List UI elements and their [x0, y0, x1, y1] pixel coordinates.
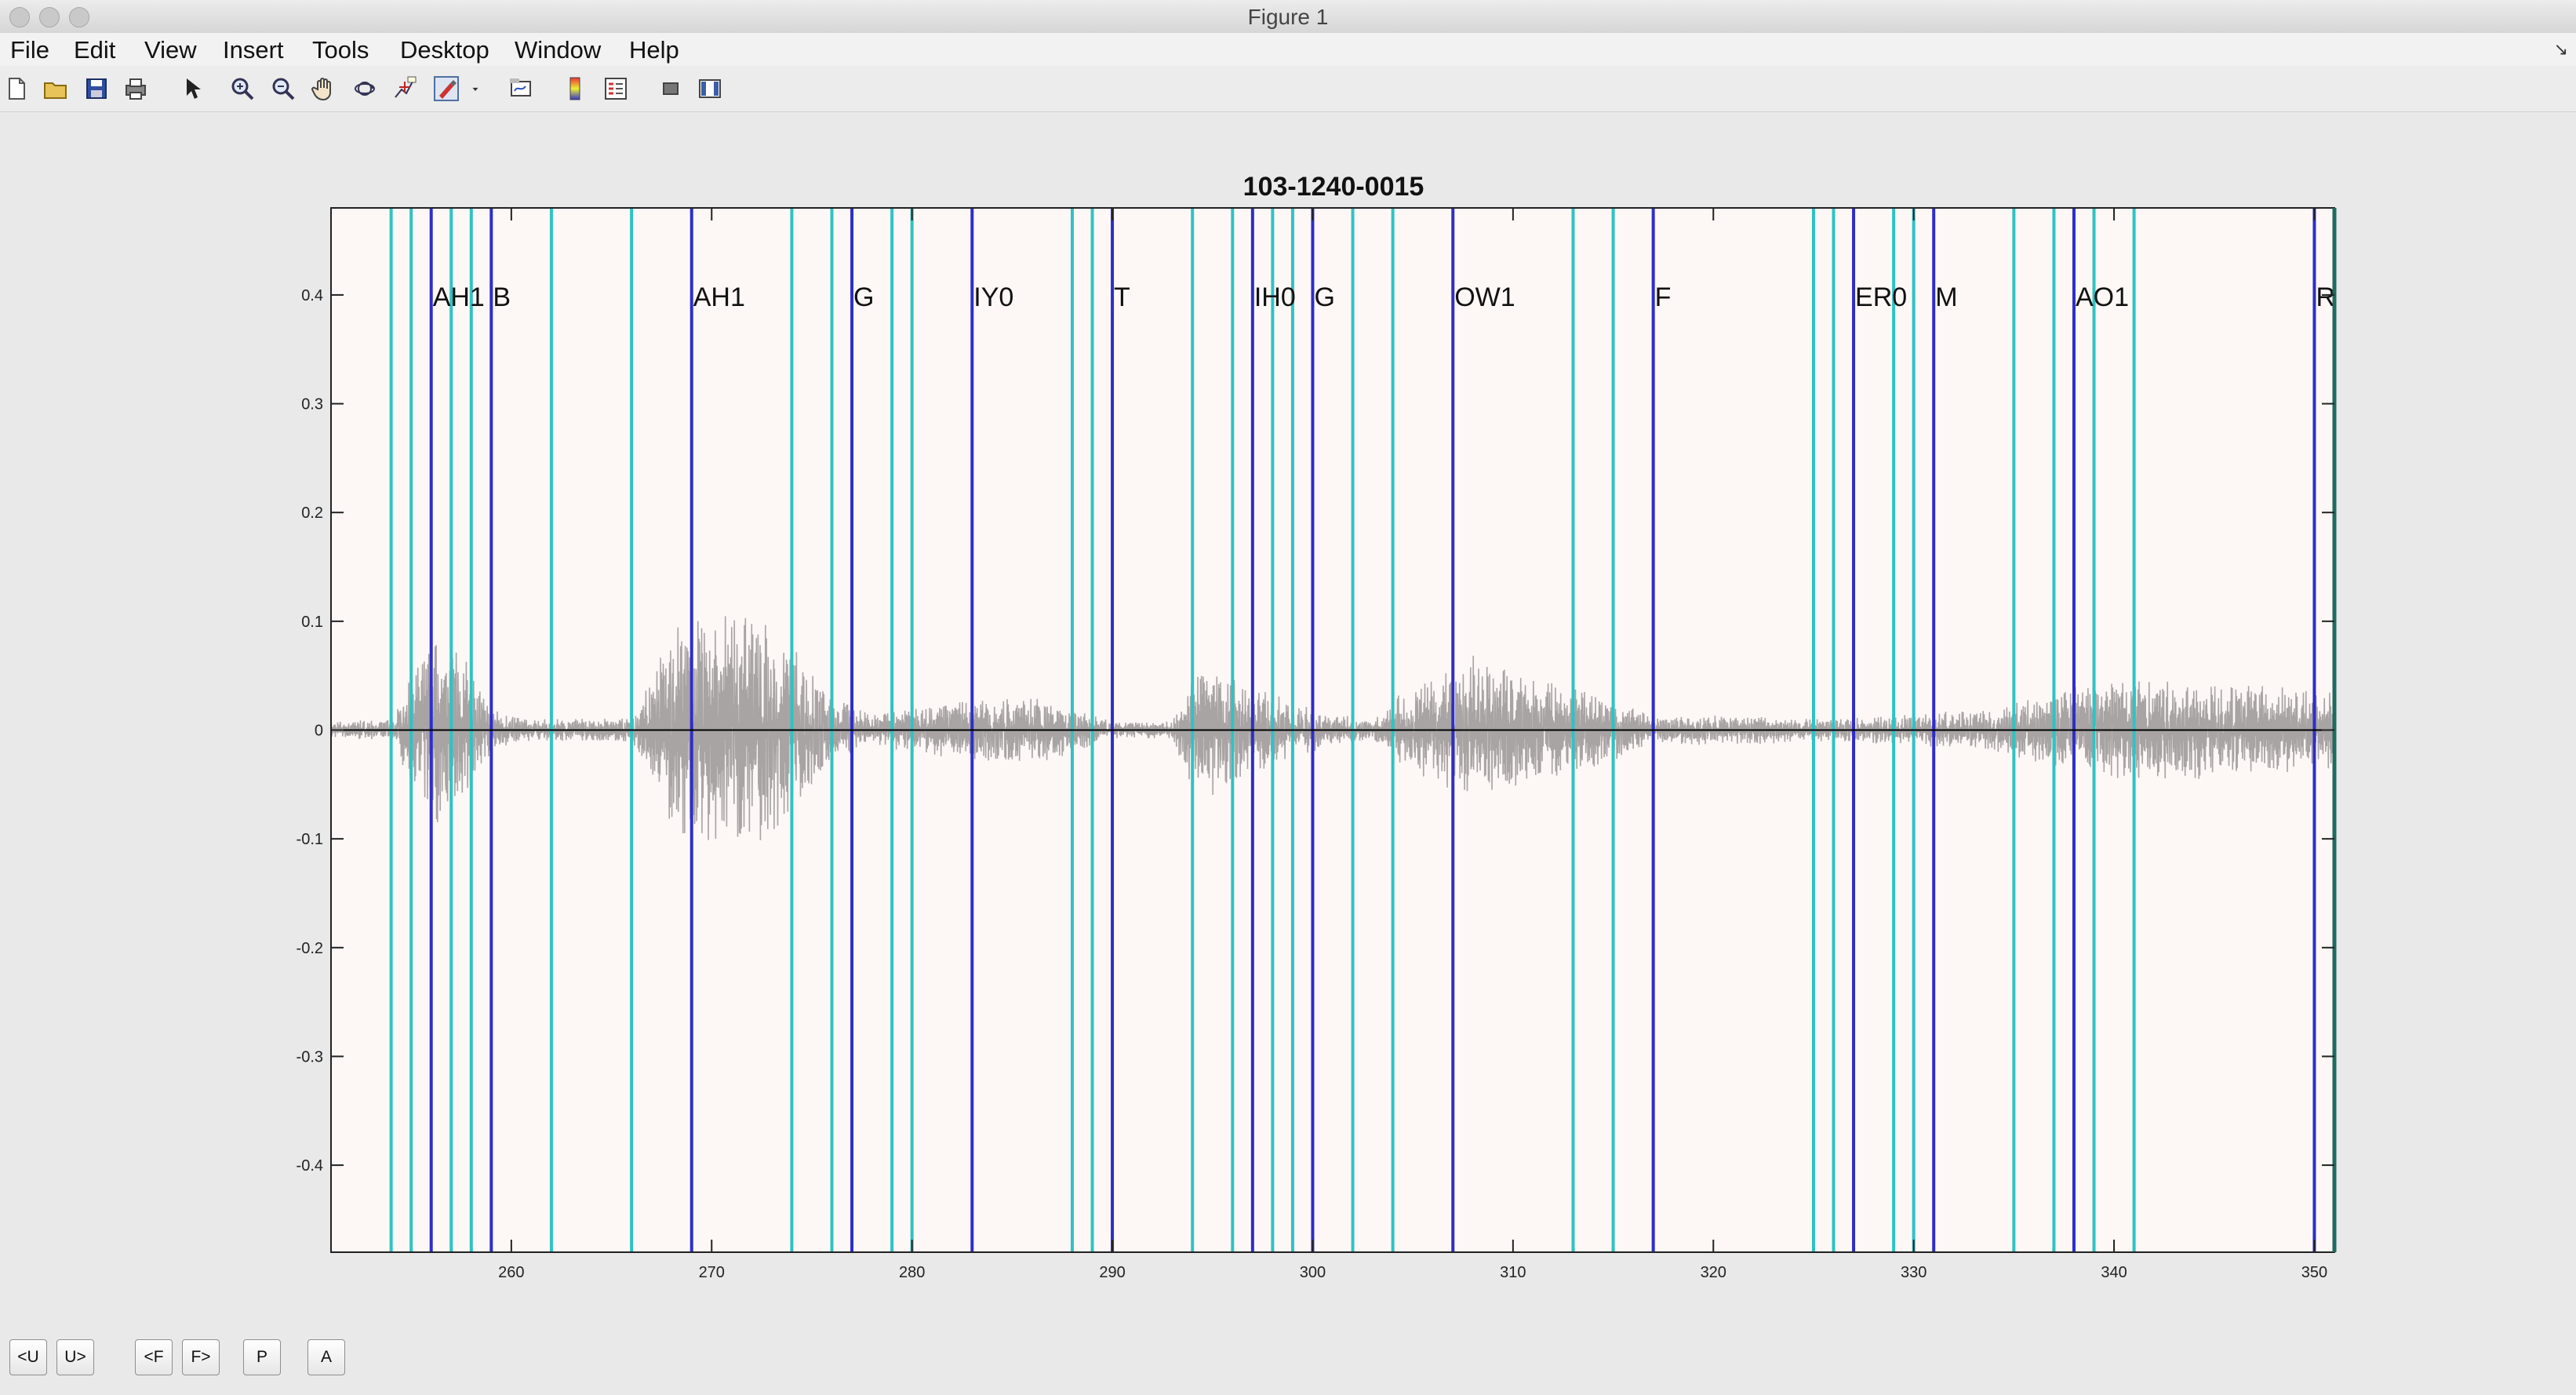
phone-label: IY0: [973, 282, 1013, 312]
zoom-in-icon[interactable]: [226, 72, 259, 105]
menu-insert[interactable]: Insert: [223, 36, 284, 64]
prev-utterance-button[interactable]: <U: [9, 1339, 47, 1375]
x-tick-label: 270: [699, 1264, 725, 1281]
hide-plot-tools-icon[interactable]: [654, 72, 687, 105]
phone-label: AO1: [2076, 282, 2129, 312]
phone-label: IH0: [1254, 282, 1296, 312]
y-tick-label: 0.1: [301, 614, 323, 631]
phone-label: ER0: [1855, 282, 1907, 312]
x-tick-label: 320: [1701, 1264, 1726, 1281]
link-plot-icon[interactable]: [505, 72, 538, 105]
plot-area[interactable]: AH1 B AH1 G IY0 T IH0 G OW1 F ER0 M AO1 R 260 270 280 290…: [0, 112, 2576, 1395]
window-title: Figure 1: [0, 5, 2576, 30]
x-tick-label: 290: [1099, 1264, 1125, 1281]
phone-label: M: [1935, 282, 1957, 312]
y-tick-label: 0.3: [301, 396, 323, 413]
colorbar-icon[interactable]: [558, 72, 591, 105]
phone-label: T: [1114, 282, 1130, 312]
phone-label: R: [2316, 282, 2335, 312]
menu-bar: File Edit View Insert Tools Desktop Wind…: [0, 33, 2576, 67]
y-tick-label: 0.2: [301, 504, 323, 522]
show-plot-tools-icon[interactable]: [693, 72, 726, 105]
y-tick-label: 0.4: [301, 287, 323, 304]
x-tick-label: 350: [2301, 1264, 2327, 1281]
menu-file[interactable]: File: [10, 36, 49, 64]
new-figure-icon[interactable]: [0, 72, 33, 105]
y-tick-label: 0: [315, 723, 323, 740]
plot-title: 103-1240-0015: [1243, 172, 1424, 202]
print-icon[interactable]: [119, 72, 152, 105]
prev-frame-button[interactable]: <F: [135, 1339, 173, 1375]
pan-hand-icon[interactable]: [307, 72, 340, 105]
x-tick-label: 300: [1300, 1264, 1326, 1281]
play-button[interactable]: P: [243, 1339, 281, 1375]
y-tick-label: -0.3: [297, 1048, 323, 1065]
y-tick-label: -0.1: [297, 831, 323, 848]
zoom-out-icon[interactable]: [267, 72, 300, 105]
menu-edit[interactable]: Edit: [74, 36, 115, 64]
x-tick-label: 310: [1500, 1264, 1526, 1281]
phone-label: AH1: [693, 282, 745, 312]
x-tick-label: 330: [1901, 1264, 1927, 1281]
menu-desktop[interactable]: Desktop: [400, 36, 489, 64]
y-tick-label: -0.4: [297, 1157, 323, 1175]
all-button[interactable]: A: [307, 1339, 345, 1375]
x-tick-label: 260: [498, 1264, 524, 1281]
figure-canvas: AH1 B AH1 G IY0 T IH0 G OW1 F ER0 M AO1 R 260 270 280 290…: [0, 112, 2576, 1395]
phone-label: G: [853, 282, 874, 312]
x-tick-label: 280: [899, 1264, 925, 1281]
next-utterance-button[interactable]: U>: [56, 1339, 94, 1375]
rotate-3d-icon[interactable]: [348, 72, 381, 105]
menu-expand-icon[interactable]: ↘: [2554, 39, 2568, 60]
legend-icon[interactable]: [599, 72, 632, 105]
brush-dropdown-icon[interactable]: [464, 72, 486, 105]
menu-tools[interactable]: Tools: [312, 36, 369, 64]
open-file-icon[interactable]: [39, 72, 72, 105]
phone-label: OW1: [1454, 282, 1515, 312]
edit-plot-arrow-icon[interactable]: [176, 72, 209, 105]
phone-label: G: [1314, 282, 1334, 312]
menu-window[interactable]: Window: [515, 36, 601, 64]
x-tick-label: 340: [2101, 1264, 2127, 1281]
figure-toolbar: [0, 66, 2576, 112]
phone-label: F: [1655, 282, 1672, 312]
data-cursor-icon[interactable]: [389, 72, 422, 105]
brush-icon[interactable]: [430, 72, 463, 105]
title-bar: Figure 1: [0, 0, 2576, 34]
phone-label: AH1: [433, 282, 485, 312]
phone-label: B: [493, 282, 511, 312]
menu-help[interactable]: Help: [629, 36, 679, 64]
next-frame-button[interactable]: F>: [182, 1339, 220, 1375]
save-icon[interactable]: [80, 72, 113, 105]
menu-view[interactable]: View: [144, 36, 197, 64]
y-tick-label: -0.2: [297, 940, 323, 957]
